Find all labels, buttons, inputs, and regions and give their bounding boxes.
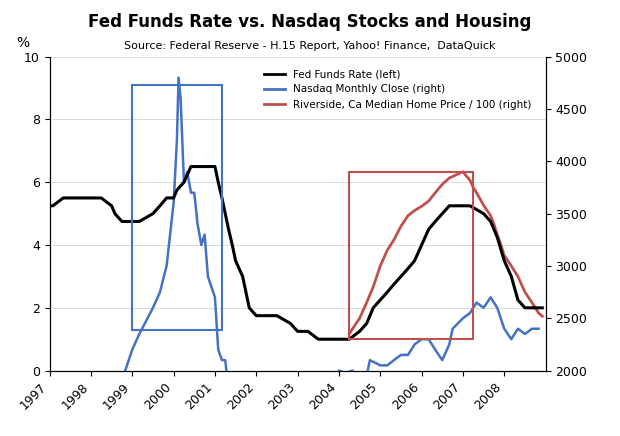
Text: Fed Funds Rate vs. Nasdaq Stocks and Housing: Fed Funds Rate vs. Nasdaq Stocks and Hou… — [88, 13, 532, 31]
Legend: Fed Funds Rate (left), Nasdaq Monthly Close (right), Riverside, Ca Median Home P: Fed Funds Rate (left), Nasdaq Monthly Cl… — [260, 65, 536, 114]
Bar — [132, 85, 222, 330]
Text: Source: Federal Reserve - H.15 Report, Yahoo! Finance,  DataQuick: Source: Federal Reserve - H.15 Report, Y… — [124, 41, 496, 51]
Y-axis label: %: % — [16, 36, 29, 51]
Bar — [349, 172, 473, 339]
